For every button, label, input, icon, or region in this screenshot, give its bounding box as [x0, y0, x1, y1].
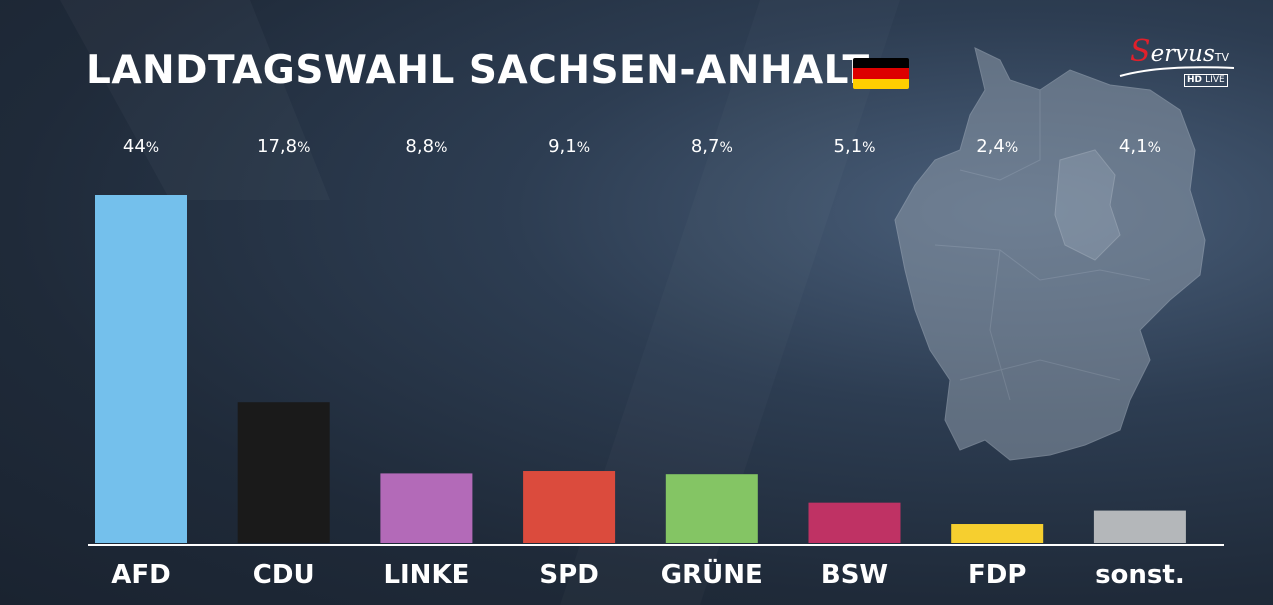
value-label: 17,8%	[257, 136, 310, 157]
bar-0	[95, 195, 187, 543]
bar-3	[523, 471, 616, 543]
value-label: 8,7%	[691, 136, 733, 157]
category-label: AFD	[111, 560, 170, 590]
category-label: GRÜNE	[661, 557, 763, 590]
flag-stripe-red	[853, 68, 909, 79]
bar-1	[237, 402, 330, 543]
badge-live: LIVE	[1205, 75, 1225, 85]
bar-7	[1093, 510, 1186, 543]
bar-5	[808, 502, 901, 543]
value-label: 9,1%	[548, 136, 590, 157]
logo-wordmark: ServusTV	[1130, 34, 1229, 69]
category-label: BSW	[821, 560, 888, 590]
category-label: CDU	[253, 560, 315, 590]
logo-swoosh-icon	[1119, 66, 1235, 77]
value-label: 4,1%	[1119, 136, 1161, 157]
value-label: 44%	[123, 136, 159, 157]
category-label: LINKE	[383, 560, 469, 590]
category-label: FDP	[968, 560, 1026, 590]
logo-initial: S	[1130, 34, 1151, 69]
bar-2	[380, 473, 473, 543]
value-label: 5,1%	[834, 136, 876, 157]
logo-suffix: TV	[1214, 51, 1230, 64]
badge-hd: HD	[1187, 75, 1203, 85]
flag-stripe-gold	[853, 78, 909, 89]
value-label: 8,8%	[405, 136, 447, 157]
value-label: 2,4%	[976, 136, 1018, 157]
bar-6	[951, 524, 1044, 543]
flag-stripe-black	[853, 58, 909, 69]
servus-tv-logo: ServusTV HD LIVE	[1118, 24, 1238, 90]
page-title: LANDTAGSWAHL SACHSEN-ANHALT	[86, 48, 870, 93]
bar-4	[665, 474, 758, 543]
germany-map-icon	[894, 47, 1206, 461]
german-flag-icon	[853, 58, 909, 89]
logo-rest: ervus	[1150, 41, 1215, 67]
category-label: sonst.	[1095, 560, 1185, 590]
hd-live-badge: HD LIVE	[1184, 74, 1228, 87]
category-label: SPD	[539, 560, 598, 590]
